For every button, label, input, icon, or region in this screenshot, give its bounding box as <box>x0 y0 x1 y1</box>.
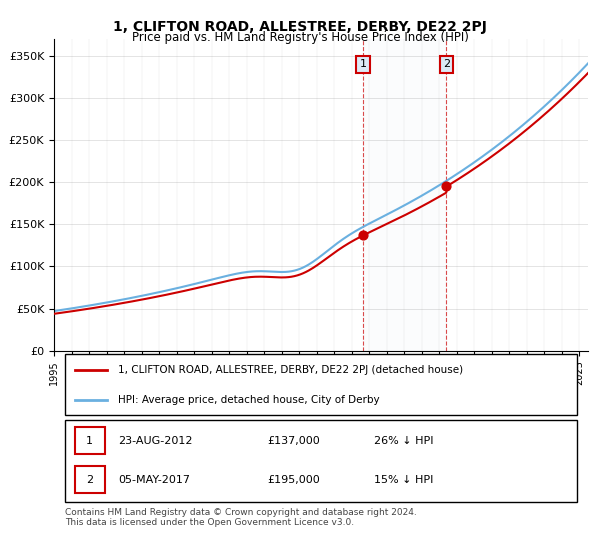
Text: 15% ↓ HPI: 15% ↓ HPI <box>374 475 434 485</box>
Text: £137,000: £137,000 <box>268 436 320 446</box>
Bar <box>364 39 446 351</box>
Text: 2: 2 <box>86 475 94 485</box>
FancyBboxPatch shape <box>65 354 577 415</box>
FancyBboxPatch shape <box>76 427 105 454</box>
Text: 23-AUG-2012: 23-AUG-2012 <box>118 436 193 446</box>
Text: 1: 1 <box>360 59 367 69</box>
Text: 1: 1 <box>86 436 93 446</box>
Text: 05-MAY-2017: 05-MAY-2017 <box>118 475 190 485</box>
Text: Contains HM Land Registry data © Crown copyright and database right 2024.
This d: Contains HM Land Registry data © Crown c… <box>65 508 416 528</box>
Text: 1, CLIFTON ROAD, ALLESTREE, DERBY, DE22 2PJ (detached house): 1, CLIFTON ROAD, ALLESTREE, DERBY, DE22 … <box>118 365 463 375</box>
Text: 2: 2 <box>443 59 450 69</box>
Point <box>442 182 451 191</box>
FancyBboxPatch shape <box>76 466 105 493</box>
Text: £195,000: £195,000 <box>268 475 320 485</box>
Text: HPI: Average price, detached house, City of Derby: HPI: Average price, detached house, City… <box>118 395 380 404</box>
Text: 26% ↓ HPI: 26% ↓ HPI <box>374 436 434 446</box>
Point <box>359 231 368 240</box>
Text: Price paid vs. HM Land Registry's House Price Index (HPI): Price paid vs. HM Land Registry's House … <box>131 31 469 44</box>
Text: 1, CLIFTON ROAD, ALLESTREE, DERBY, DE22 2PJ: 1, CLIFTON ROAD, ALLESTREE, DERBY, DE22 … <box>113 20 487 34</box>
FancyBboxPatch shape <box>65 420 577 502</box>
